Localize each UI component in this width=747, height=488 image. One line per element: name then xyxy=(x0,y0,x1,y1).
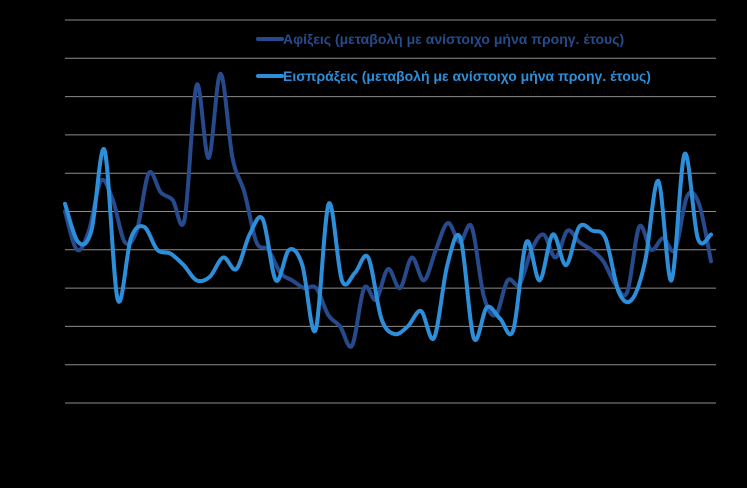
series-line-arrivals xyxy=(63,71,713,349)
gridlines xyxy=(65,19,716,404)
legend-entry-receipts: Εισπράξεις (μεταβολή με ανίστοιχο μήνα π… xyxy=(256,68,651,84)
series-lines xyxy=(63,71,713,349)
legend-label-arrivals: Αφίξεις (μεταβολή με ανίστοιχο μήνα προη… xyxy=(283,31,624,47)
legend-entry-arrivals: Αφίξεις (μεταβολή με ανίστοιχο μήνα προη… xyxy=(256,31,624,47)
legend-label-receipts: Εισπράξεις (μεταβολή με ανίστοιχο μήνα π… xyxy=(283,68,651,84)
legend: Αφίξεις (μεταβολή με ανίστοιχο μήνα προη… xyxy=(256,31,651,84)
series-line-receipts xyxy=(63,147,713,343)
